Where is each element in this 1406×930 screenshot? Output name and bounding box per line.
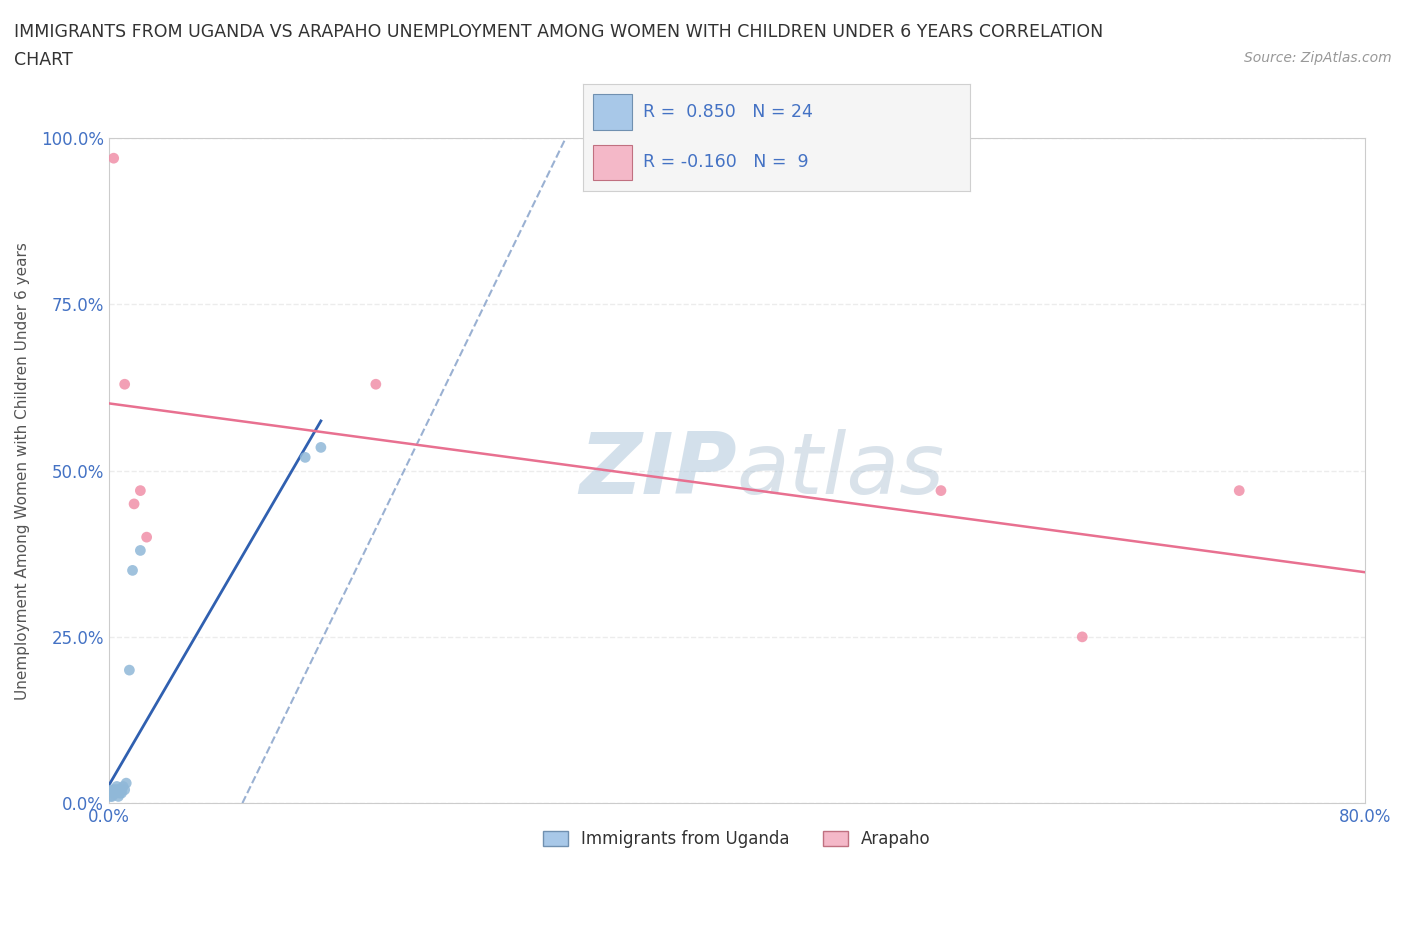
- Bar: [593, 145, 631, 180]
- Point: [108, 782, 131, 797]
- Point: [108, 786, 131, 801]
- Point: [105, 782, 128, 797]
- Point: [107, 782, 129, 797]
- Point: [103, 151, 125, 166]
- Point: [294, 450, 316, 465]
- Point: [129, 484, 152, 498]
- Point: [309, 440, 332, 455]
- Point: [135, 530, 157, 545]
- Point: [110, 786, 132, 801]
- Point: [110, 782, 132, 797]
- Point: [1071, 630, 1094, 644]
- Point: [364, 377, 387, 392]
- Point: [929, 484, 952, 498]
- Point: [114, 377, 136, 392]
- Point: [118, 663, 141, 678]
- Text: ZIP: ZIP: [579, 429, 737, 512]
- Text: R = -0.160   N =  9: R = -0.160 N = 9: [644, 153, 808, 171]
- Point: [101, 782, 124, 797]
- Point: [122, 497, 145, 512]
- Point: [104, 782, 127, 797]
- Point: [105, 786, 128, 801]
- Text: atlas: atlas: [737, 429, 945, 512]
- Y-axis label: Unemployment Among Women with Children Under 6 years: Unemployment Among Women with Children U…: [15, 242, 30, 699]
- Point: [121, 563, 143, 578]
- Point: [107, 789, 129, 804]
- Point: [104, 786, 127, 801]
- Point: [101, 789, 124, 804]
- Point: [1227, 484, 1250, 498]
- Point: [100, 789, 122, 804]
- Point: [103, 782, 125, 797]
- Point: [114, 782, 136, 797]
- Point: [103, 786, 125, 801]
- Text: CHART: CHART: [14, 51, 73, 69]
- Point: [112, 779, 135, 794]
- Point: [115, 776, 138, 790]
- Text: Source: ZipAtlas.com: Source: ZipAtlas.com: [1244, 51, 1392, 65]
- Legend: Immigrants from Uganda, Arapaho: Immigrants from Uganda, Arapaho: [536, 823, 938, 855]
- Text: IMMIGRANTS FROM UGANDA VS ARAPAHO UNEMPLOYMENT AMONG WOMEN WITH CHILDREN UNDER 6: IMMIGRANTS FROM UGANDA VS ARAPAHO UNEMPL…: [14, 23, 1104, 41]
- Point: [129, 543, 152, 558]
- Text: R =  0.850   N = 24: R = 0.850 N = 24: [644, 103, 813, 121]
- Bar: [593, 95, 631, 129]
- Point: [105, 779, 128, 794]
